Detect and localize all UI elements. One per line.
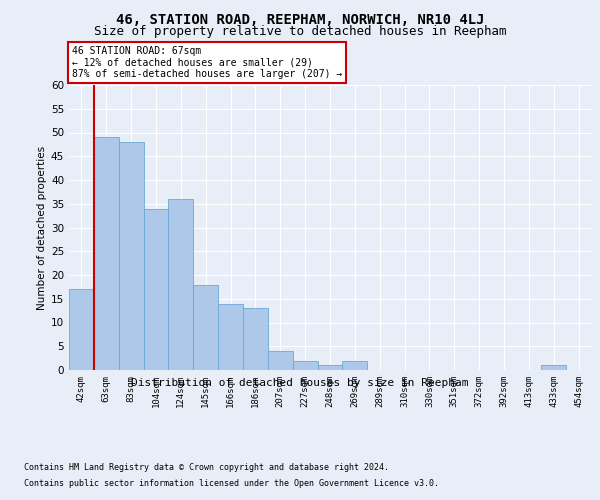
Bar [94, 137, 119, 370]
Bar [169, 199, 193, 370]
Y-axis label: Number of detached properties: Number of detached properties [37, 146, 47, 310]
Bar [293, 360, 317, 370]
Text: 46, STATION ROAD, REEPHAM, NORWICH, NR10 4LJ: 46, STATION ROAD, REEPHAM, NORWICH, NR10… [116, 12, 484, 26]
Text: Contains HM Land Registry data © Crown copyright and database right 2024.: Contains HM Land Registry data © Crown c… [24, 464, 389, 472]
Bar [243, 308, 268, 370]
Bar [317, 365, 343, 370]
Text: 46 STATION ROAD: 67sqm
← 12% of detached houses are smaller (29)
87% of semi-det: 46 STATION ROAD: 67sqm ← 12% of detached… [71, 46, 342, 80]
Bar [119, 142, 143, 370]
Bar [343, 360, 367, 370]
Bar [218, 304, 243, 370]
Bar [69, 289, 94, 370]
Bar [268, 351, 293, 370]
Bar [143, 208, 169, 370]
Text: Contains public sector information licensed under the Open Government Licence v3: Contains public sector information licen… [24, 478, 439, 488]
Text: Distribution of detached houses by size in Reepham: Distribution of detached houses by size … [131, 378, 469, 388]
Bar [541, 365, 566, 370]
Bar [193, 284, 218, 370]
Text: Size of property relative to detached houses in Reepham: Size of property relative to detached ho… [94, 25, 506, 38]
